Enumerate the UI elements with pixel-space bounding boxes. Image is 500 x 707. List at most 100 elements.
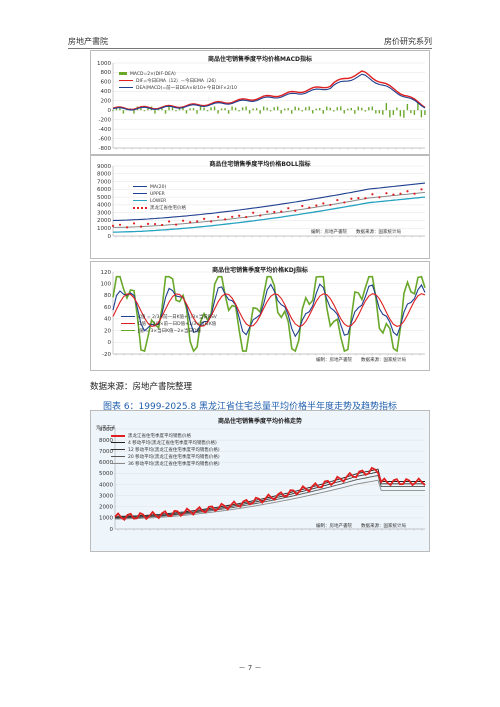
macd-legend-3: DEA(MACD)=前一日DEA×8/10+今日DIF×2/10 [136, 86, 237, 91]
macd-ytick: 0 [108, 108, 112, 114]
kdj-ytick: 80 [104, 293, 111, 299]
macd-bar [301, 110, 303, 112]
macd-ytick: -800 [99, 146, 112, 152]
macd-bar [329, 107, 331, 111]
macd-bar [413, 110, 416, 115]
macd-bar [354, 110, 356, 114]
macd-bar [294, 106, 296, 111]
page-header: 房地产書院 房价研究系列 [68, 34, 432, 49]
macd-bar [280, 110, 282, 114]
price-point [399, 192, 402, 195]
price-point [266, 210, 269, 213]
price-point [315, 204, 318, 207]
macd-bar [308, 106, 310, 111]
boll-legend-1: 黑龙江省住宅价格 [150, 206, 186, 211]
macd-bar [322, 110, 324, 114]
trend-ytick: 4000 [99, 482, 113, 488]
macd-bar [227, 110, 230, 114]
kdj-ytick: 20 [104, 328, 111, 334]
figure-caption: 图表 6：1999-2025.8 黑龙江省住宅总量平均价格半年度走势及趋势指标 [102, 402, 398, 412]
macd-bar [410, 110, 412, 114]
macd-bar [297, 107, 300, 111]
macd-bar [161, 108, 163, 111]
macd-bar [206, 110, 209, 112]
trend-note: 编制：房地产書院 数据来源：国家统计局 [316, 524, 406, 529]
macd-ytick: 600 [101, 80, 112, 86]
price-point [371, 193, 374, 196]
trend-ytick: 8000 [99, 438, 113, 444]
macd-panel: 商品住宅销售季度平均价格MACD指标 1000 800 600 400 200 0 -200… [90, 50, 430, 155]
macd-bar [234, 107, 237, 111]
page-number: － 7 － [238, 664, 262, 672]
macd-bar [420, 110, 423, 118]
kdj-title: 商品住宅销售季度平均价格KDJ指标 [212, 267, 308, 274]
macd-ytick: -400 [99, 127, 112, 133]
macd-bar [122, 110, 125, 114]
trend-legend-2: 4 移动平均(黑龙江省住宅季度平均销售价格) [128, 441, 217, 446]
trend-legend-4: 20 移动平均(黑龙江省住宅季度平均销售价格) [128, 455, 220, 460]
boll-ytick: 4000 [97, 203, 111, 209]
macd-bar [276, 106, 279, 111]
macd-bar [385, 103, 388, 111]
boll-legend: MA(20) UPPER LOWER 黑龙江省住宅价格 [133, 184, 186, 212]
price-point [231, 215, 234, 218]
macd-bar [371, 106, 374, 111]
price-point [217, 215, 220, 219]
macd-bar [182, 106, 184, 111]
macd-bar [269, 110, 272, 112]
macd-legend: MACD=2×(DIF-DEA) DIF=今日EMA（12）－今日EMA（26）… [119, 71, 237, 92]
macd-bar [231, 106, 233, 111]
macd-bar [347, 108, 349, 111]
trend-unit: 元/平方米 [96, 426, 116, 431]
kdj-ytick: 120 [101, 270, 112, 276]
macd-bar [273, 107, 275, 111]
macd-bar [357, 106, 359, 111]
boll-panel: 商品住宅销售季度平均价格BOLL指标 9000 8000 7000 6000 5000 4… [90, 155, 430, 259]
macd-bar [333, 110, 335, 112]
price-point [146, 222, 150, 225]
price-point [336, 198, 339, 202]
price-point [259, 214, 262, 217]
macd-bar [255, 108, 258, 111]
boll-ytick: 3000 [97, 210, 111, 216]
boll-note: 编制：房地产書院 数据来源：国家统计局 [311, 230, 401, 235]
macd-bar [248, 110, 251, 114]
trend-ytick: 5000 [99, 471, 113, 477]
trend-ytick: 2000 [99, 505, 113, 511]
macd-bar [210, 107, 212, 111]
boll-ytick: 7000 [97, 179, 111, 185]
macd-bar [252, 108, 254, 111]
macd-bar [203, 107, 205, 111]
macd-bar [140, 107, 142, 111]
kdj-ytick: 60 [104, 305, 111, 311]
macd-chart: 1000 800 600 400 200 0 -200 -400 -600 -800 [97, 61, 426, 152]
price-point [273, 210, 276, 214]
macd-bar [178, 107, 181, 111]
macd-bar [224, 108, 226, 111]
kdj-ytick: 0 [108, 340, 112, 346]
trend-legend: 黑龙江省住宅季度平均销售价格 4 移动平均(黑龙江省住宅季度平均销售价格) 12… [111, 433, 220, 468]
boll-ytick: 2000 [97, 218, 111, 224]
price-point [224, 218, 227, 221]
price-point [252, 211, 255, 214]
boll-legend-2: MA(20) [150, 185, 167, 190]
macd-bar [143, 110, 146, 112]
macd-bar [171, 107, 174, 111]
macd-bar [343, 110, 345, 114]
d-line [112, 293, 426, 327]
trend-legend-3: 12 移动平均(黑龙江省住宅季度平均销售价格) [128, 448, 220, 453]
macd-bar [245, 106, 247, 111]
macd-bar [241, 107, 244, 111]
boll-ytick: 8000 [97, 172, 111, 178]
price-point [132, 222, 136, 225]
boll-legend-3: UPPER [150, 192, 165, 197]
macd-bar [112, 110, 114, 112]
macd-bar [199, 106, 202, 111]
price-point [196, 220, 199, 223]
price-point [350, 197, 353, 200]
macd-bar [406, 103, 409, 111]
price-point [378, 196, 381, 199]
macd-bar [399, 110, 402, 117]
source-line: 数据来源：房地产書院整理 [90, 382, 193, 392]
